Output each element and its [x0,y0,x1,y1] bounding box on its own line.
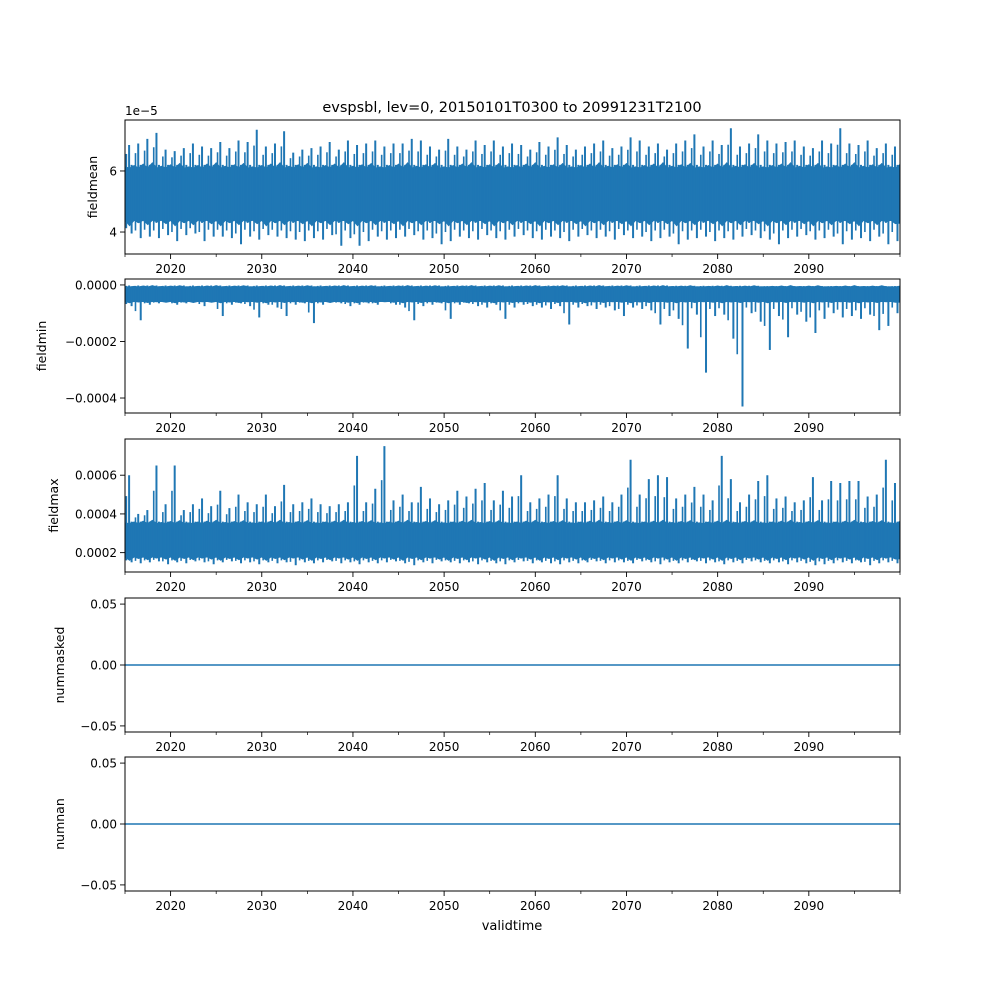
y-tick-label: 0.0004 [75,507,117,521]
x-tick-label: 2060 [520,262,551,276]
x-tick-label: 2030 [246,899,277,913]
subplot-numnan: 2020 2030 2040 2050 2060 2070 2080 2090 −0.05 0.0… [52,756,901,913]
x-tick-label: 2060 [520,421,551,435]
x-tick-label: 2020 [155,262,186,276]
y-tick-label: −0.0002 [65,335,117,349]
subplot-fieldmean: 2020 2030 2040 2050 2060 2070 2080 2090 4 6 fieldm… [85,104,901,276]
x-tick-label: 2070 [611,421,642,435]
x-tick-label: 2030 [246,580,277,594]
series-fieldmax [125,446,900,566]
subplot-fieldmin: 2020 2030 2040 2050 2060 2070 2080 2090 −0.0004 −… [34,278,901,435]
x-tick-label: 2070 [611,740,642,754]
x-tick-label: 2080 [702,262,733,276]
y-axis-label: numnan [52,798,67,850]
x-tick-label: 2050 [429,421,460,435]
x-tick-label: 2090 [794,262,825,276]
x-tick-label: 2070 [611,262,642,276]
x-tick-label: 2080 [702,580,733,594]
x-tick-label: 2040 [338,899,369,913]
y-tick-label: 4 [109,226,117,240]
x-tick-label: 2050 [429,899,460,913]
y-tick-label: 0.0006 [75,469,117,483]
y-tick-label: 0.05 [90,757,117,771]
x-tick-label: 2030 [246,421,277,435]
x-tick-label: 2090 [794,899,825,913]
x-tick-label: 2080 [702,421,733,435]
x-tick-label: 2020 [155,899,186,913]
x-tick-label: 2020 [155,740,186,754]
x-tick-label: 2070 [611,899,642,913]
x-tick-label: 2080 [702,740,733,754]
y-tick-label: 0.0002 [75,546,117,560]
x-tick-label: 2090 [794,740,825,754]
x-tick-label: 2020 [155,580,186,594]
x-tick-label: 2040 [338,421,369,435]
x-tick-label: 2060 [520,899,551,913]
y-axis-label: fieldmax [46,478,61,532]
series-fieldmean [125,128,900,246]
y-tick-label: 0.00 [90,659,117,673]
x-tick-label: 2060 [520,740,551,754]
x-tick-label: 2060 [520,580,551,594]
y-axis-label: fieldmean [85,156,100,218]
x-tick-label: 2040 [338,580,369,594]
series-fieldmin [125,285,900,407]
y-tick-label: −0.05 [80,719,117,733]
x-tick-label: 2020 [155,421,186,435]
x-tick-label: 2080 [702,899,733,913]
y-tick-label: 0.05 [90,598,117,612]
x-axis-label: validtime [482,919,543,934]
chart-title: evspsbl, lev=0, 20150101T0300 to 2099123… [322,100,701,116]
subplot-fieldmax: 2020 2030 2040 2050 2060 2070 2080 2090 0.0002 0.… [46,438,901,594]
y-offset-label: 1e−5 [125,104,158,118]
x-tick-label: 2050 [429,580,460,594]
axes-frame [124,278,901,414]
subplot-nummasked: 2020 2030 2040 2050 2060 2070 2080 2090 −0.05 0.0… [52,597,901,754]
x-tick-label: 2040 [338,740,369,754]
x-tick-label: 2030 [246,262,277,276]
y-axis-label: nummasked [52,627,67,704]
y-tick-label: −0.05 [80,878,117,892]
y-tick-label: −0.0004 [65,392,117,406]
y-axis-label: fieldmin [34,321,49,372]
axes-frame [124,119,901,255]
x-tick-label: 2090 [794,421,825,435]
x-tick-label: 2070 [611,580,642,594]
x-tick-label: 2050 [429,262,460,276]
y-tick-label: 6 [109,164,117,178]
y-tick-label: 0.00 [90,818,117,832]
x-tick-label: 2090 [794,580,825,594]
x-tick-label: 2040 [338,262,369,276]
x-tick-label: 2050 [429,740,460,754]
x-tick-label: 2030 [246,740,277,754]
y-tick-label: 0.0000 [75,278,117,292]
axes-frame [124,438,901,573]
